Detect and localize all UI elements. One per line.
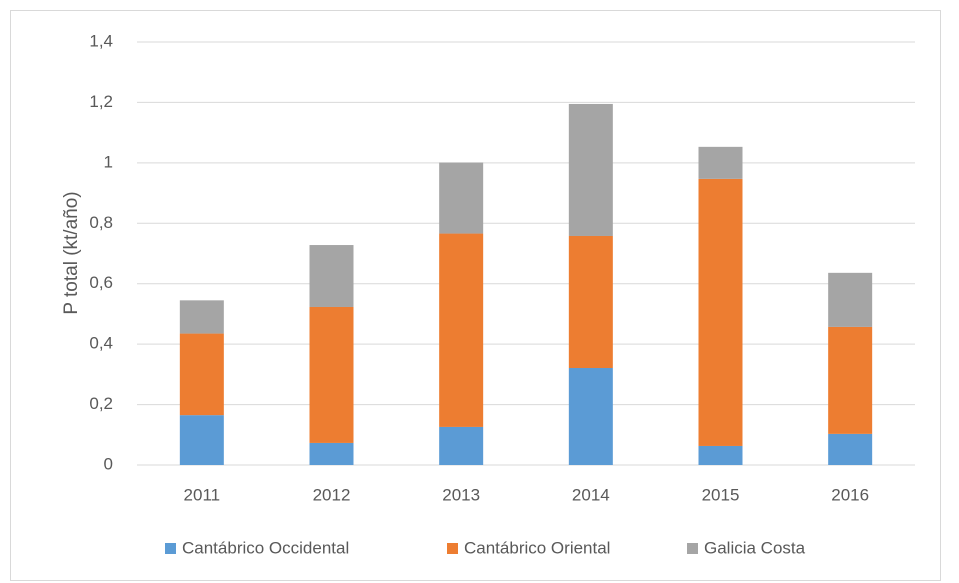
- y-tick-label: 0: [104, 454, 113, 473]
- bar-segment: [828, 272, 873, 327]
- bar-segment: [439, 426, 484, 465]
- x-tick-label: 2016: [831, 485, 869, 504]
- bar-segment: [309, 245, 354, 307]
- bar-segment: [179, 415, 224, 465]
- bar-segment: [828, 433, 873, 465]
- y-tick-label: 1: [104, 152, 113, 171]
- legend-label: Cantábrico Oriental: [464, 538, 610, 557]
- bar-segment: [309, 442, 354, 465]
- legend-label: Galicia Costa: [704, 538, 806, 557]
- y-tick-label: 0,6: [89, 273, 113, 292]
- bar-segment: [568, 368, 613, 465]
- legend-swatch: [447, 543, 458, 554]
- bar-segment: [698, 146, 743, 179]
- bar-segment: [439, 233, 484, 427]
- bar-segment: [698, 178, 743, 446]
- x-tick-label: 2015: [702, 485, 740, 504]
- x-tick-label: 2011: [184, 485, 221, 504]
- bar-segment: [828, 326, 873, 434]
- bar-segment: [309, 306, 354, 443]
- bar-segment: [568, 235, 613, 369]
- x-tick-label: 2013: [442, 485, 480, 504]
- bar-segment: [179, 333, 224, 416]
- y-tick-label: 0,4: [89, 334, 113, 353]
- y-axis-label: P total (kt/año): [61, 191, 82, 314]
- x-tick-label: 2012: [313, 485, 351, 504]
- bar-segment: [179, 300, 224, 334]
- legend-swatch: [165, 543, 176, 554]
- y-tick-label: 0,2: [89, 394, 113, 413]
- x-tick-label: 2014: [572, 485, 610, 504]
- y-tick-label: 1,4: [89, 31, 113, 50]
- legend-swatch: [687, 543, 698, 554]
- bar-segment: [439, 162, 484, 234]
- y-tick-label: 1,2: [89, 92, 113, 111]
- y-tick-label: 0,8: [89, 213, 113, 232]
- legend-label: Cantábrico Occidental: [182, 538, 349, 557]
- bar-segment: [698, 445, 743, 465]
- bar-segment: [568, 103, 613, 236]
